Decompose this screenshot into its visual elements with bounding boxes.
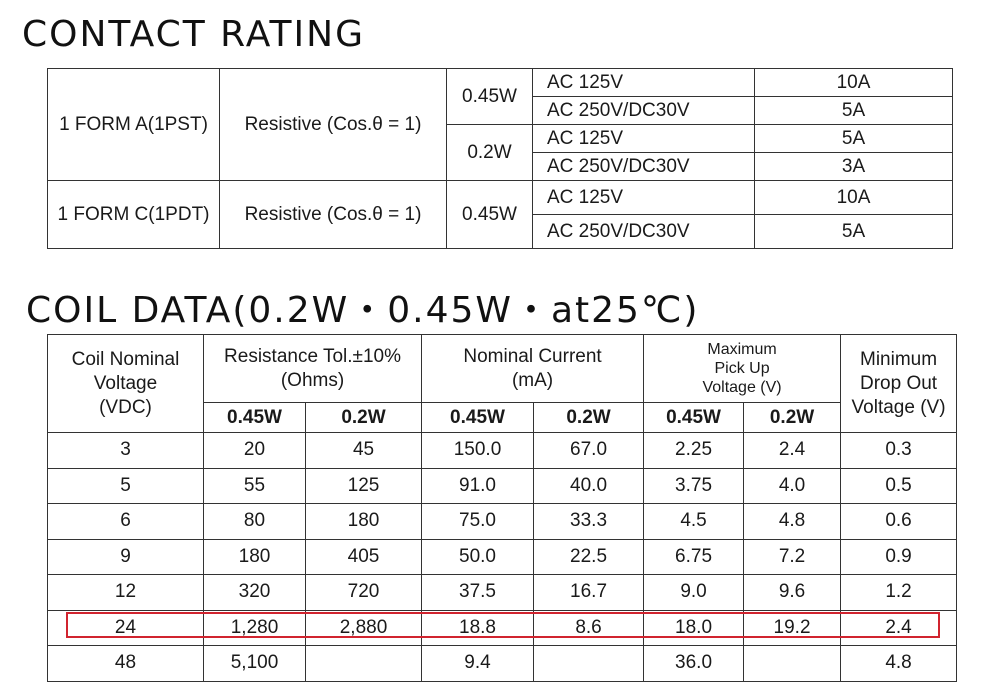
subheader-res-045: 0.45W	[203, 402, 306, 433]
header-resistance: Resistance Tol.±10% (Ohms)	[202, 334, 423, 403]
cell-res-02: 2,880	[304, 609, 423, 646]
header-coil-nominal-voltage: Coil Nominal Voltage (VDC)	[47, 334, 204, 433]
cell-res-045: 20	[203, 432, 306, 469]
cell-cur-045: 18.8	[421, 609, 535, 646]
cell-res-045: 5,100	[203, 645, 306, 682]
contact-voltage-cell: AC 125V	[532, 124, 755, 153]
table-row-highlighted: 24 1,280 2,880 18.8 8.6 18.0 19.2 2.4	[47, 609, 958, 646]
cell-pu-045: 9.0	[643, 574, 745, 611]
cell-drop: 2.4	[840, 609, 958, 646]
contact-voltage-cell: AC 250V/DC30V	[532, 214, 755, 249]
cell-voltage: 6	[47, 503, 204, 540]
cell-cur-02: 40.0	[533, 467, 645, 504]
form-c-power-045: 0.45W	[446, 180, 533, 249]
cell-res-045: 180	[203, 538, 306, 575]
cell-pu-045: 36.0	[643, 645, 745, 682]
contact-current-cell: 10A	[754, 68, 953, 97]
cell-pu-02: 7.2	[743, 538, 842, 575]
header-min-dropout: Minimum Drop Out Voltage (V)	[840, 334, 958, 433]
subheader-cur-045: 0.45W	[421, 402, 535, 433]
cell-cur-02: 8.6	[533, 609, 645, 646]
coil-data-heading: COIL DATA(0.2W・0.45W・at25℃)	[26, 290, 700, 331]
cell-pu-02: 2.4	[743, 432, 842, 469]
cell-pu-02: 19.2	[743, 609, 842, 646]
header-max-pickup: Maximum Pick Up Voltage (V)	[643, 334, 842, 403]
cell-pu-02: 9.6	[743, 574, 842, 611]
cell-drop: 0.3	[840, 432, 958, 469]
cell-cur-045: 75.0	[421, 503, 535, 540]
form-a-power-02: 0.2W	[446, 124, 533, 181]
table-row: 3 20 45 150.0 67.0 2.25 2.4 0.3	[47, 432, 958, 469]
cell-pu-02: 4.8	[743, 503, 842, 540]
contact-voltage-cell: AC 250V/DC30V	[532, 152, 755, 181]
cell-cur-02: 22.5	[533, 538, 645, 575]
coil-data-table: Coil Nominal Voltage (VDC) Resistance To…	[47, 334, 958, 682]
cell-drop: 0.6	[840, 503, 958, 540]
cell-pu-02	[743, 645, 842, 682]
cell-res-045: 1,280	[203, 609, 306, 646]
cell-pu-045: 2.25	[643, 432, 745, 469]
cell-drop: 0.9	[840, 538, 958, 575]
cell-voltage: 12	[47, 574, 204, 611]
table-row: 6 80 180 75.0 33.3 4.5 4.8 0.6	[47, 503, 958, 540]
contact-voltage-cell: AC 125V	[532, 180, 755, 215]
table-row: 5 55 125 91.0 40.0 3.75 4.0 0.5	[47, 467, 958, 504]
cell-pu-045: 4.5	[643, 503, 745, 540]
header-nominal-current: Nominal Current (mA)	[421, 334, 645, 403]
form-a-load-cell: Resistive (Cos.θ = 1)	[219, 68, 447, 181]
cell-voltage: 3	[47, 432, 204, 469]
cell-res-02: 45	[304, 432, 423, 469]
cell-cur-02	[533, 645, 645, 682]
cell-pu-045: 18.0	[643, 609, 745, 646]
cell-cur-02: 16.7	[533, 574, 645, 611]
cell-cur-02: 33.3	[533, 503, 645, 540]
cell-cur-045: 150.0	[421, 432, 535, 469]
subheader-pu-02: 0.2W	[743, 402, 842, 433]
cell-cur-02: 67.0	[533, 432, 645, 469]
cell-voltage: 5	[47, 467, 204, 504]
cell-res-02: 720	[304, 574, 423, 611]
cell-cur-045: 37.5	[421, 574, 535, 611]
form-c-load-cell: Resistive (Cos.θ = 1)	[219, 180, 447, 249]
contact-voltage-cell: AC 125V	[532, 68, 755, 97]
contact-rating-heading: CONTACT RATING	[22, 14, 365, 55]
contact-voltage-cell: AC 250V/DC30V	[532, 96, 755, 125]
contact-current-cell: 5A	[754, 124, 953, 153]
subheader-res-02: 0.2W	[304, 402, 423, 433]
cell-res-02: 180	[304, 503, 423, 540]
subheader-pu-045: 0.45W	[643, 402, 745, 433]
cell-res-045: 80	[203, 503, 306, 540]
form-a-cell: 1 FORM A(1PST)	[47, 68, 220, 181]
cell-pu-02: 4.0	[743, 467, 842, 504]
cell-voltage: 24	[47, 609, 204, 646]
contact-current-cell: 10A	[754, 180, 953, 215]
cell-drop: 1.2	[840, 574, 958, 611]
table-row: 48 5,100 9.4 36.0 4.8	[47, 645, 958, 682]
contact-current-cell: 5A	[754, 214, 953, 249]
cell-voltage: 48	[47, 645, 204, 682]
cell-voltage: 9	[47, 538, 204, 575]
cell-pu-045: 3.75	[643, 467, 745, 504]
cell-cur-045: 9.4	[421, 645, 535, 682]
cell-drop: 4.8	[840, 645, 958, 682]
cell-res-02: 125	[304, 467, 423, 504]
cell-cur-045: 50.0	[421, 538, 535, 575]
cell-res-045: 320	[203, 574, 306, 611]
cell-res-02	[304, 645, 423, 682]
contact-rating-table: 1 FORM A(1PST) Resistive (Cos.θ = 1) 0.4…	[47, 68, 953, 249]
contact-current-cell: 5A	[754, 96, 953, 125]
cell-drop: 0.5	[840, 467, 958, 504]
subheader-cur-02: 0.2W	[533, 402, 645, 433]
table-row: 12 320 720 37.5 16.7 9.0 9.6 1.2	[47, 574, 958, 611]
cell-cur-045: 91.0	[421, 467, 535, 504]
form-a-power-045: 0.45W	[446, 68, 533, 125]
cell-res-045: 55	[203, 467, 306, 504]
form-c-cell: 1 FORM C(1PDT)	[47, 180, 220, 249]
cell-pu-045: 6.75	[643, 538, 745, 575]
table-row: 9 180 405 50.0 22.5 6.75 7.2 0.9	[47, 538, 958, 575]
contact-current-cell: 3A	[754, 152, 953, 181]
cell-res-02: 405	[304, 538, 423, 575]
